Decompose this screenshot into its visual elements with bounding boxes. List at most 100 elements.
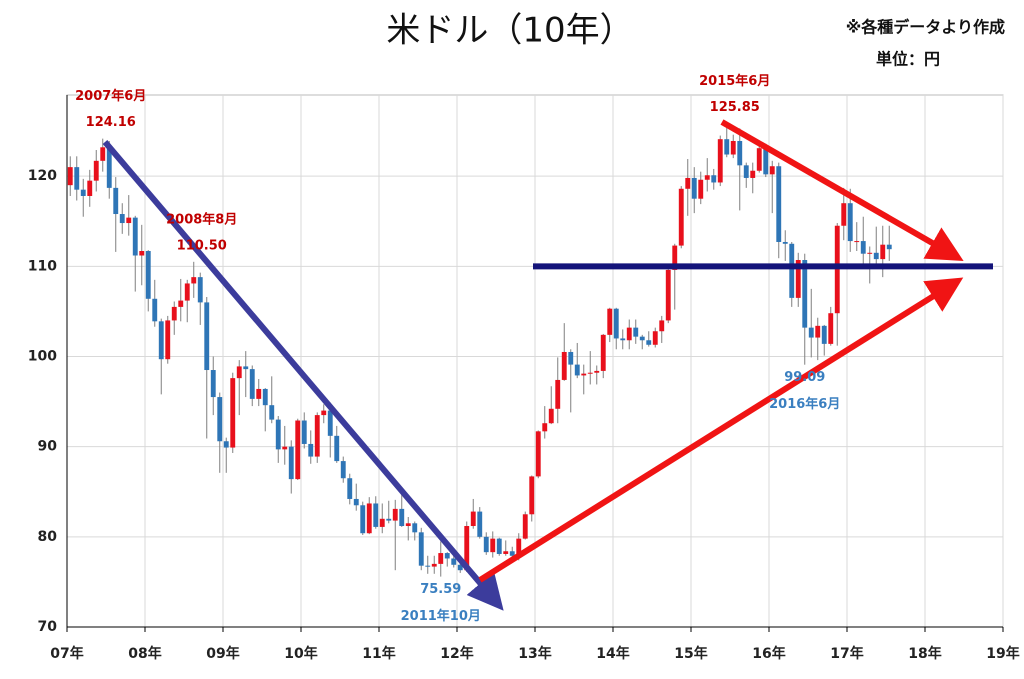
candle-body: [834, 225, 840, 314]
candle-body: [80, 189, 86, 196]
candle-body: [756, 148, 762, 171]
x-tick-label: 15年: [674, 645, 707, 662]
x-tick-label: 11年: [362, 645, 395, 662]
candle-body: [360, 505, 366, 534]
y-tick-label: 90: [38, 439, 58, 455]
candle-body: [249, 369, 255, 399]
candle-body: [464, 526, 470, 571]
candle-body: [730, 140, 736, 155]
candle-body: [158, 321, 164, 360]
candle-body: [197, 277, 203, 303]
candle-body: [379, 518, 385, 527]
candle-body: [425, 565, 431, 567]
candle-body: [607, 308, 613, 335]
candle-body: [795, 260, 801, 298]
x-tick-label: 14年: [596, 645, 629, 662]
candle-body: [217, 397, 223, 442]
x-tick-label: 09年: [206, 645, 239, 662]
candle-body: [236, 366, 242, 379]
candle-body: [132, 217, 138, 256]
candle-body: [509, 551, 515, 556]
annotation-value: 99.09: [784, 370, 825, 385]
candle-body: [223, 441, 229, 448]
x-tick-label: 07年: [50, 645, 83, 662]
candle-body: [184, 283, 190, 301]
annotation-date: 2015年6月: [699, 73, 770, 89]
candle-body: [399, 508, 405, 527]
annotation-date: 2007年6月: [75, 88, 146, 104]
trend-arrow: [720, 119, 964, 261]
x-tick-label: 10年: [284, 645, 317, 662]
candle-body: [490, 538, 496, 553]
candle-body: [295, 420, 301, 480]
candle-body: [210, 370, 216, 398]
candle-body: [802, 260, 808, 328]
candle-body: [275, 419, 281, 450]
candle-body: [308, 443, 314, 457]
candle-body: [347, 478, 353, 499]
candle-body: [529, 476, 535, 515]
candle-body: [353, 498, 359, 506]
candle-body: [334, 435, 340, 462]
candle-body: [847, 203, 853, 242]
candle-body: [561, 351, 567, 380]
candle-body: [178, 300, 184, 307]
candle-body: [522, 514, 528, 539]
candle-body: [269, 405, 275, 420]
candle-body: [633, 327, 639, 337]
unit: 単位：円: [876, 50, 940, 69]
candle-body: [438, 553, 444, 564]
candle-body: [327, 410, 333, 436]
candle-body: [256, 388, 262, 399]
candle-body: [555, 379, 561, 409]
candle-body: [74, 167, 80, 190]
candle-body: [613, 308, 619, 339]
candle-body: [672, 245, 678, 270]
candle-body: [717, 139, 723, 183]
candles: [67, 123, 892, 577]
annotation-value: 124.16: [86, 115, 136, 130]
candle-body: [405, 523, 411, 527]
candle-body: [477, 511, 483, 537]
candle-body: [418, 532, 424, 566]
candle-body: [867, 252, 873, 254]
annotation-value: 125.85: [710, 100, 760, 115]
candle-body: [873, 252, 879, 260]
candle-body: [880, 244, 886, 260]
y-tick-label: 120: [28, 168, 57, 184]
candle-body: [581, 373, 587, 376]
candle-body: [548, 408, 554, 424]
candle-body: [789, 243, 795, 298]
candle-body: [165, 320, 171, 360]
overlay: 2007年6月 124.16 2008年8月 110.50 75.59 2011年10月 2…: [75, 73, 993, 624]
candle-body: [93, 160, 99, 181]
candle-body: [321, 410, 327, 416]
candle-body: [243, 366, 249, 370]
candle-body: [301, 420, 307, 444]
candle-body: [808, 327, 814, 338]
candle-body: [288, 446, 294, 480]
candle-body: [230, 378, 236, 448]
candle-body: [704, 175, 710, 180]
candle-body: [535, 431, 541, 477]
candle-body: [451, 558, 457, 565]
candle-body: [113, 187, 119, 215]
grid: 70 80 90 100 110 120 07年 08年 09年 10年 11年 12年 13年 14年 1…: [28, 94, 1020, 662]
candle-body: [516, 538, 522, 556]
candle-body: [542, 423, 548, 432]
candle-body: [737, 140, 743, 166]
y-tick-label: 100: [28, 348, 57, 364]
candle-body: [769, 166, 775, 175]
candle-body: [262, 388, 268, 406]
trend-arrow: [102, 140, 504, 611]
candle-body: [678, 188, 684, 246]
x-tick-label: 19年: [986, 645, 1019, 662]
candle-body: [145, 250, 151, 299]
x-tick-label: 17年: [830, 645, 863, 662]
candle-body: [782, 241, 788, 244]
candle-body: [646, 340, 652, 345]
candle-body: [568, 351, 574, 365]
candle-body: [496, 538, 502, 554]
candle-body: [886, 244, 892, 250]
